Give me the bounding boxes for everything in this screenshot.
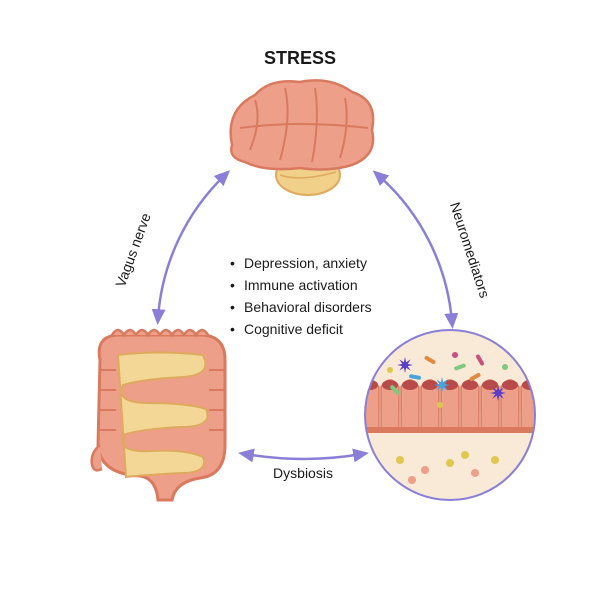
microbiome-node (361, 330, 539, 518)
list-item: Cognitive deficit (230, 321, 372, 337)
diagram-title: STRESS (0, 48, 600, 69)
brain-node (231, 80, 373, 195)
gut-node (92, 330, 225, 500)
symptom-list: Depression, anxiety Immune activation Be… (230, 255, 372, 343)
list-item: Depression, anxiety (230, 255, 372, 271)
list-item: Behavioral disorders (230, 299, 372, 315)
label-neuro: Neuromediators (447, 200, 493, 300)
label-vagus: Vagus nerve (112, 211, 154, 289)
list-item: Immune activation (230, 277, 372, 293)
label-dysbio: Dysbiosis (273, 465, 333, 481)
